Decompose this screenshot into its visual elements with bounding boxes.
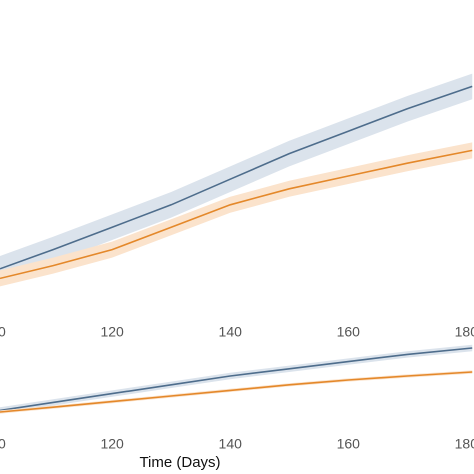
series-line xyxy=(0,85,473,270)
confidence-band xyxy=(0,142,473,287)
x-tick-label: 100 xyxy=(0,436,6,452)
x-axis-label: Time (Days) xyxy=(139,454,220,471)
x-tick-label: 100 xyxy=(0,324,6,340)
confidence-band xyxy=(0,344,473,414)
series-line xyxy=(0,149,473,280)
series-line xyxy=(0,371,473,413)
x-tick-label: 140 xyxy=(219,436,243,452)
x-tick-label: 120 xyxy=(100,324,124,340)
confidence-band xyxy=(0,73,473,282)
x-tick-label: 140 xyxy=(219,324,243,340)
x-tick-label: 180 xyxy=(455,324,474,340)
series-line xyxy=(0,347,473,412)
x-tick-label: 160 xyxy=(337,436,361,452)
x-tick-label: 160 xyxy=(337,324,361,340)
x-tick-label: 180 xyxy=(455,436,474,452)
x-tick-label: 120 xyxy=(100,436,124,452)
